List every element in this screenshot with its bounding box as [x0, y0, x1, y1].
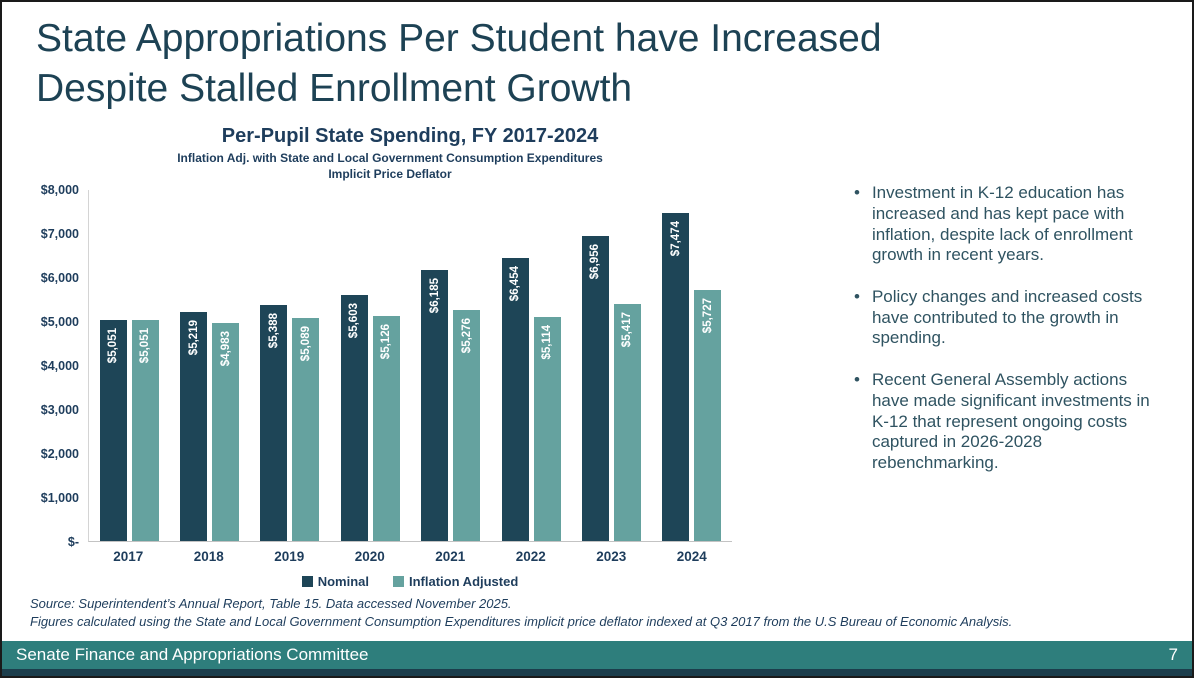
bar-value-label: $5,126: [380, 324, 393, 360]
bar-value-label: $5,051: [107, 327, 120, 363]
legend-label-nominal: Nominal: [317, 574, 369, 590]
legend-label-inflation-adjusted: Inflation Adjusted: [409, 574, 519, 590]
legend-item-nominal: Nominal: [301, 574, 369, 590]
bullet-icon: •: [854, 183, 860, 203]
x-axis-label: 2022: [515, 549, 546, 565]
bar-2022-inflation-adjusted: $5,114: [533, 316, 561, 542]
bar-group-2024: $7,474 $5,727: [652, 190, 732, 542]
source-line-1: Source: Superintendent’s Annual Report, …: [30, 596, 512, 612]
bar-group-2021: $6,185 $5,276: [411, 190, 491, 542]
bullet-item: • Investment in K-12 education has incre…: [854, 183, 1152, 266]
legend-item-inflation-adjusted: Inflation Adjusted: [393, 574, 518, 589]
x-axis-label: 2019: [274, 549, 305, 565]
bar-group-2018: $5,219 $4,983: [169, 190, 249, 542]
bar-value-label: $5,276: [460, 317, 473, 353]
bar-value-label: $5,089: [299, 325, 312, 362]
bar-2019-nominal: $5,388: [260, 304, 288, 542]
bullet-text: Recent General Assembly actions have mad…: [871, 370, 1150, 473]
footer: Senate Finance and Appropriations Commit…: [2, 641, 1192, 676]
chart-title: Per-Pupil State Spending, FY 2017-2024: [221, 125, 599, 148]
bullet-item: • Policy changes and increased costs hav…: [854, 287, 1152, 349]
bar-group-2020: $5,603 $5,126: [330, 190, 410, 542]
chart-subtitle: Inflation Adj. with State and Local Gove…: [177, 151, 603, 181]
bullet-list: • Investment in K-12 education has incre…: [756, 121, 1168, 589]
source-note: Source: Superintendent’s Annual Report, …: [2, 589, 1192, 630]
x-axis-label: 2018: [193, 549, 224, 565]
bar-2017-nominal: $5,051: [99, 319, 127, 542]
bar-2024-inflation-adjusted: $5,727: [694, 289, 722, 542]
bullet-icon: •: [854, 286, 860, 306]
bar-value-label: $5,417: [621, 311, 634, 347]
x-axis-label: 2021: [435, 549, 466, 565]
bullet-text: Policy changes and increased costs have …: [871, 286, 1143, 348]
bar-2019-inflation-adjusted: $5,089: [292, 317, 320, 542]
chart: Per-Pupil State Spending, FY 2017-2024 I…: [24, 121, 756, 589]
content-area: Per-Pupil State Spending, FY 2017-2024 I…: [2, 113, 1192, 589]
x-axis: 2017 2018 2019 2020 2021 2022 2023 2024: [88, 542, 732, 564]
bullet-item: • Recent General Assembly actions have m…: [854, 370, 1152, 474]
bar-value-label: $5,727: [701, 297, 714, 334]
bar-value-label: $6,956: [589, 244, 602, 280]
bar-group-2022: $6,454 $5,114: [491, 190, 571, 542]
footer-accent-strip: [2, 669, 1192, 676]
bar-value-label: $5,219: [187, 320, 200, 356]
bar-value-label: $6,454: [509, 266, 522, 302]
x-axis-label: 2020: [354, 549, 385, 565]
bar-value-label: $5,114: [541, 324, 554, 360]
legend-swatch-nominal: [301, 576, 313, 588]
bar-2018-nominal: $5,219: [180, 312, 208, 542]
bar-value-label: $7,474: [669, 221, 682, 257]
bar-group-2023: $6,956 $5,417: [571, 190, 651, 542]
chart-body: $8,000 $7,000 $6,000 $5,000 $4,000 $3,000 $2,0…: [24, 183, 756, 550]
chart-legend: Nominal Inflation Adjusted: [88, 574, 732, 589]
footer-title: Senate Finance and Appropriations Commit…: [16, 645, 369, 664]
x-axis-label: 2017: [113, 549, 144, 565]
page-title: State Appropriations Per Student have In…: [36, 17, 882, 110]
bar-value-label: $6,185: [428, 277, 441, 314]
bar-2018-inflation-adjusted: $4,983: [212, 322, 240, 542]
bar-2021-inflation-adjusted: $5,276: [453, 309, 481, 542]
bar-group-2017: $5,051 $5,051: [89, 190, 169, 542]
bar-2021-nominal: $6,185: [421, 269, 449, 542]
bar-2020-nominal: $5,603: [340, 295, 368, 542]
bar-2023-nominal: $6,956: [581, 236, 609, 542]
bullet-icon: •: [854, 370, 860, 390]
bar-2023-inflation-adjusted: $5,417: [613, 303, 641, 542]
bar-value-label: $5,051: [139, 327, 152, 363]
bar-value-label: $4,983: [219, 330, 232, 366]
footer-page-number: 7: [1168, 645, 1178, 664]
plot-area: $5,051 $5,051 $5,219 $4,983 $5,388 $5,089 $5,6…: [88, 190, 732, 543]
y-axis: $8,000 $7,000 $6,000 $5,000 $4,000 $3,000 $2,0…: [40, 183, 79, 550]
bar-2020-inflation-adjusted: $5,126: [372, 316, 400, 542]
footer-bar: Senate Finance and Appropriations Commit…: [2, 641, 1192, 669]
bar-group-2019: $5,388 $5,089: [250, 190, 330, 542]
x-axis-label: 2024: [676, 549, 707, 565]
bar-2022-nominal: $6,454: [501, 258, 529, 542]
x-axis-label: 2023: [596, 549, 627, 565]
bullet-text: Investment in K-12 education has increas…: [871, 183, 1133, 265]
bar-value-label: $5,603: [348, 303, 361, 339]
bar-value-label: $5,388: [267, 312, 280, 349]
source-line-2: Figures calculated using the State and L…: [30, 613, 1013, 629]
bar-2017-inflation-adjusted: $5,051: [131, 319, 159, 542]
legend-swatch-inflation-adjusted: [393, 576, 404, 588]
bar-2024-nominal: $7,474: [662, 213, 690, 542]
